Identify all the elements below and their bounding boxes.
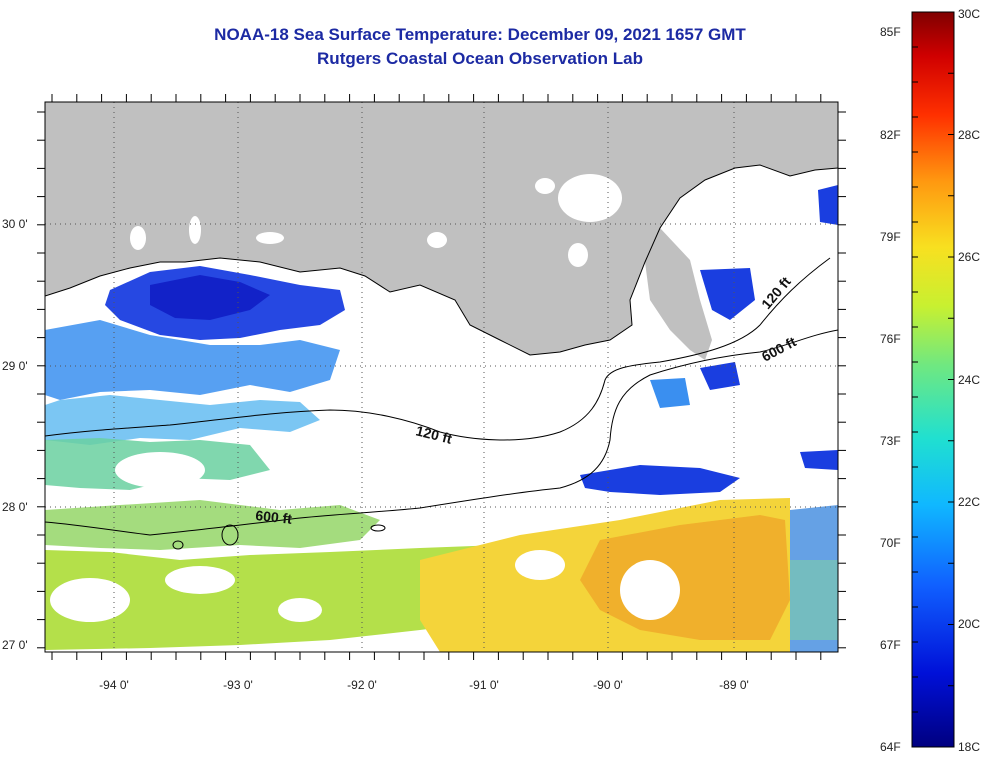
sst-cool-delta-west bbox=[650, 378, 690, 408]
sst-cold-delta-south bbox=[700, 362, 740, 390]
sst-green-south bbox=[45, 500, 380, 550]
cloud-gap-5 bbox=[620, 560, 680, 620]
sst-cold-east-shelf bbox=[580, 465, 740, 495]
sst-cold-east-edge bbox=[800, 450, 838, 470]
coastline bbox=[45, 164, 838, 356]
sst-cold-delta-east bbox=[700, 268, 755, 320]
cloud-gap-7 bbox=[278, 598, 322, 622]
sst-field bbox=[45, 185, 838, 652]
lon-label-93: -93 0' bbox=[223, 678, 253, 692]
axis-ticks bbox=[37, 94, 846, 660]
cloud-gap-4 bbox=[165, 566, 235, 594]
lake-small-1 bbox=[535, 178, 555, 194]
cloud-gap-2 bbox=[285, 465, 355, 495]
lon-label-92: -92 0' bbox=[347, 678, 377, 692]
cb-f-79: 79F bbox=[880, 230, 901, 244]
cb-c-20: 20C bbox=[958, 617, 980, 631]
cb-f-85: 85F bbox=[880, 25, 901, 39]
graticule bbox=[45, 102, 838, 652]
lake-small-4 bbox=[427, 232, 447, 248]
lake-small-2 bbox=[130, 226, 146, 250]
lake-small-3 bbox=[256, 232, 284, 244]
lat-label-29: 29 0' bbox=[2, 359, 28, 373]
sst-teal-east bbox=[790, 560, 838, 640]
cb-c-24: 24C bbox=[958, 373, 980, 387]
lat-label-30: 30 0' bbox=[2, 217, 28, 231]
land-mississippi-delta bbox=[645, 228, 712, 360]
sst-cool-band-west bbox=[45, 320, 340, 400]
sst-cold-northeast bbox=[818, 185, 838, 225]
cb-f-73: 73F bbox=[880, 434, 901, 448]
lon-label-94: -94 0' bbox=[99, 678, 129, 692]
longitude-axis: -94 0' -93 0' -92 0' -91 0' -90 0' -89 0… bbox=[99, 678, 749, 692]
colorbar-gradient bbox=[911, 11, 955, 748]
lat-label-27: 27 0' bbox=[2, 638, 28, 652]
lake-small-5 bbox=[568, 243, 588, 267]
contour-label-600-west: 600 ft bbox=[255, 507, 293, 527]
cloud-gap-6 bbox=[515, 550, 565, 580]
cb-c-22: 22C bbox=[958, 495, 980, 509]
latitude-axis: 30 0' 29 0' 28 0' 27 0' bbox=[2, 217, 28, 652]
cb-c-26: 26C bbox=[958, 250, 980, 264]
cloud-gap-3 bbox=[50, 578, 130, 622]
cb-c-30: 30C bbox=[958, 7, 980, 21]
contour-120ft bbox=[45, 257, 831, 441]
lon-label-90: -90 0' bbox=[593, 678, 623, 692]
map-frame bbox=[44, 101, 839, 653]
cb-f-64: 64F bbox=[880, 740, 901, 754]
cb-c-18: 18C bbox=[958, 740, 980, 754]
cb-c-28: 28C bbox=[958, 128, 980, 142]
lon-label-91: -91 0' bbox=[469, 678, 499, 692]
lat-label-28: 28 0' bbox=[2, 500, 28, 514]
lake-small-6 bbox=[189, 216, 201, 244]
cloud-gap-1 bbox=[115, 452, 205, 488]
contour-600ft bbox=[45, 329, 838, 536]
map-title: NOAA-18 Sea Surface Temperature: Decembe… bbox=[214, 25, 746, 44]
map-panel: 120 ft 600 ft 120 ft 600 ft bbox=[45, 102, 838, 652]
cb-f-76: 76F bbox=[880, 332, 901, 346]
cb-f-82: 82F bbox=[880, 128, 901, 142]
colorbar: 85F 82F 79F 76F 73F 70F 67F 64F 30C 28C … bbox=[880, 7, 980, 754]
sst-cold-band-inner bbox=[150, 275, 270, 320]
land-gulf-coast bbox=[45, 102, 838, 355]
cb-f-70: 70F bbox=[880, 536, 901, 550]
cb-f-67: 67F bbox=[880, 638, 901, 652]
map-subtitle: Rutgers Coastal Ocean Observation Lab bbox=[317, 49, 643, 68]
lake-pontchartrain bbox=[558, 174, 622, 222]
lon-label-89: -89 0' bbox=[719, 678, 749, 692]
